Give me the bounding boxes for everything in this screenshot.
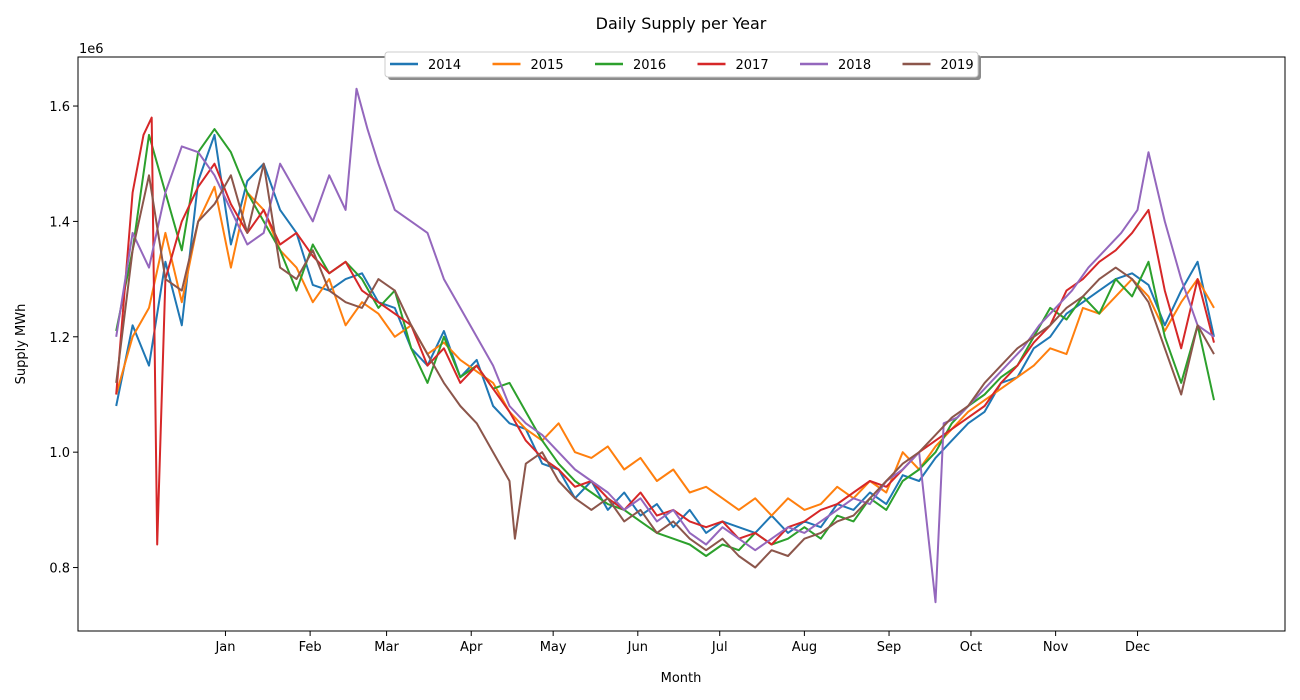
chart-title: Daily Supply per Year — [596, 14, 767, 33]
x-tick-label: Jun — [627, 640, 648, 655]
y-tick-label: 1.6 — [49, 100, 70, 115]
series-line-2014 — [115, 133, 1215, 534]
legend-label-2019: 2019 — [941, 58, 974, 73]
x-tick-label: Feb — [299, 640, 322, 655]
series-line-2019 — [115, 162, 1215, 569]
series-layer — [115, 87, 1215, 604]
series-line-2015 — [115, 185, 1215, 517]
legend-label-2016: 2016 — [633, 58, 666, 73]
x-tick-label: Sep — [877, 640, 902, 655]
legend-label-2015: 2015 — [531, 58, 564, 73]
x-axis-label: Month — [661, 671, 702, 686]
x-tick-label: Apr — [460, 640, 483, 655]
y-tick-label: 1.0 — [49, 446, 70, 461]
y-tick-label: 1.4 — [49, 215, 70, 230]
legend-label-2017: 2017 — [736, 58, 769, 73]
x-tick-label: May — [540, 640, 567, 655]
y-axis: 0.8 1.0 1.2 1.4 1.6 — [49, 100, 78, 577]
x-axis: Jan Feb Mar Apr May Jun Jul Aug Sep Oct Nov Dec — [214, 631, 1150, 655]
series-line-2018 — [115, 87, 1215, 604]
legend-label-2018: 2018 — [838, 58, 871, 73]
x-tick-label: Jan — [214, 640, 235, 655]
x-tick-label: Nov — [1043, 640, 1069, 655]
plot-frame — [77, 56, 1286, 632]
legend: 2014 2015 2016 2017 2018 2019 — [384, 51, 981, 80]
x-tick-label: Dec — [1125, 640, 1150, 655]
x-tick-label: Mar — [374, 640, 399, 655]
x-tick-label: Oct — [960, 640, 982, 655]
y-tick-label: 0.8 — [49, 562, 70, 577]
x-tick-label: Jul — [711, 640, 728, 655]
y-axis-label: Supply MWh — [14, 304, 29, 385]
legend-box — [384, 51, 979, 78]
y-offset-label: 1e6 — [79, 42, 104, 57]
legend-label-2014: 2014 — [428, 58, 461, 73]
series-line-2016 — [115, 128, 1215, 557]
series-line-2017 — [115, 116, 1215, 546]
x-tick-label: Aug — [792, 640, 817, 655]
y-tick-label: 1.2 — [49, 331, 70, 346]
